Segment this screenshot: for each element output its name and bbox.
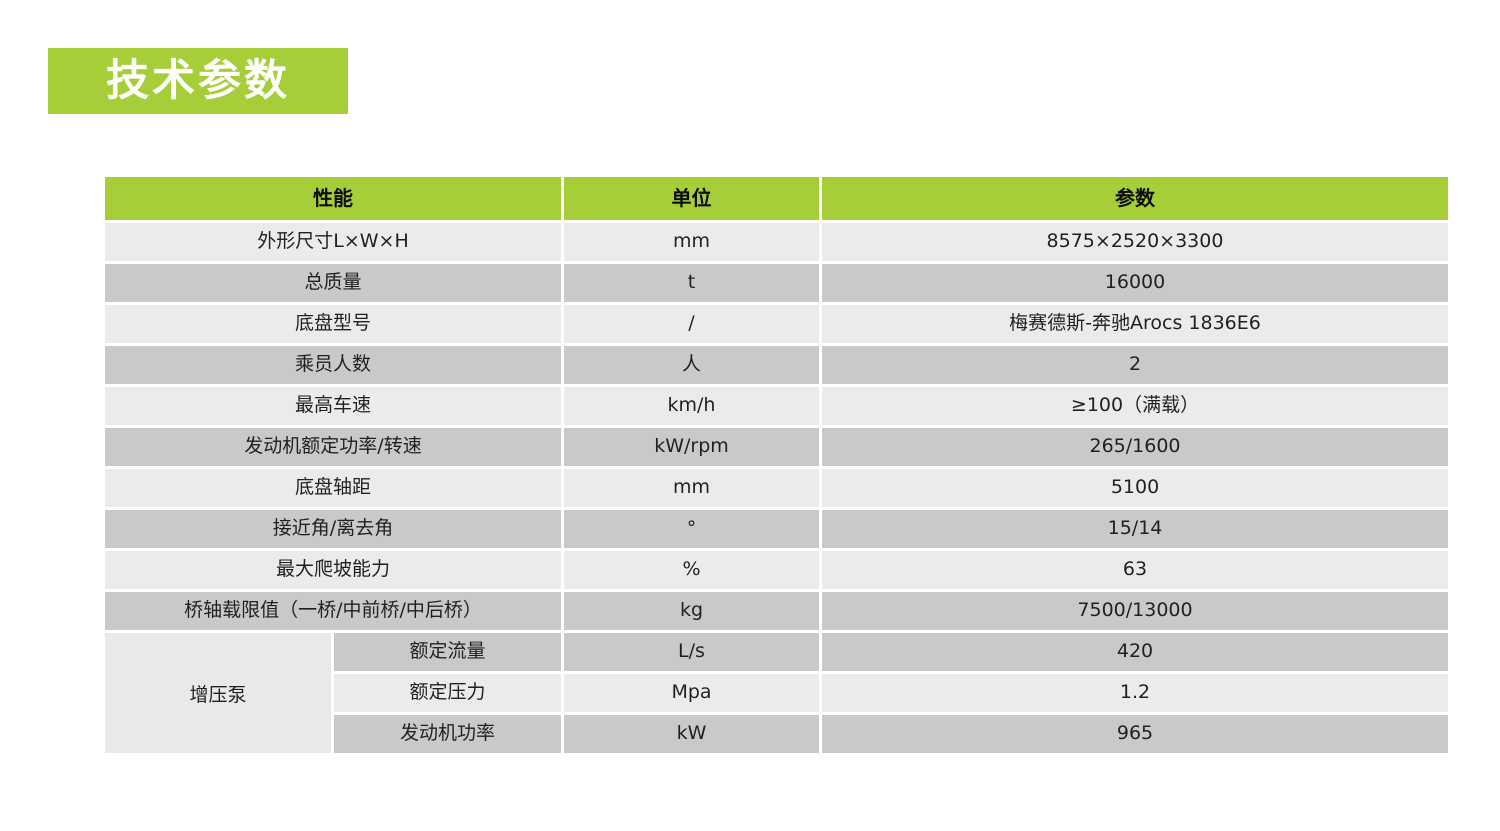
cell-performance: 发动机额定功率/转速 — [105, 428, 561, 466]
page-title: 技术参数 — [106, 55, 290, 106]
table-row: 外形尺寸L×W×H mm 8575×2520×3300 — [105, 223, 1448, 261]
cell-unit: L/s — [564, 633, 819, 671]
table-row: 乘员人数 人 2 — [105, 346, 1448, 384]
cell-performance: 乘员人数 — [105, 346, 561, 384]
table-row: 桥轴载限值（一桥/中前桥/中后桥） kg 7500/13000 — [105, 592, 1448, 630]
cell-parameter: 5100 — [822, 469, 1448, 507]
cell-unit: % — [564, 551, 819, 589]
table-row: 最高车速 km/h ≥100（满载） — [105, 387, 1448, 425]
group-label-booster-pump: 增压泵 — [105, 633, 331, 753]
table-row: 底盘型号 / 梅赛德斯-奔驰Arocs 1836E6 — [105, 305, 1448, 343]
cell-performance: 总质量 — [105, 264, 561, 302]
cell-performance: 底盘轴距 — [105, 469, 561, 507]
cell-performance: 接近角/离去角 — [105, 510, 561, 548]
table-row: 底盘轴距 mm 5100 — [105, 469, 1448, 507]
cell-parameter: 965 — [822, 715, 1448, 753]
cell-parameter: 1.2 — [822, 674, 1448, 712]
cell-unit: ° — [564, 510, 819, 548]
cell-performance: 外形尺寸L×W×H — [105, 223, 561, 261]
group-block-booster-pump: 增压泵 额定流量 L/s 420 额定压力 Mpa 1.2 发动机功率 kW 9… — [105, 633, 1448, 753]
cell-unit: kW/rpm — [564, 428, 819, 466]
cell-parameter: 63 — [822, 551, 1448, 589]
table-row: 额定压力 Mpa 1.2 — [334, 674, 1448, 712]
cell-unit: mm — [564, 223, 819, 261]
technical-specifications-table: 性能 单位 参数 外形尺寸L×W×H mm 8575×2520×3300 总质量… — [105, 177, 1448, 753]
cell-unit: / — [564, 305, 819, 343]
table-row: 发动机功率 kW 965 — [334, 715, 1448, 753]
table-row: 最大爬坡能力 % 63 — [105, 551, 1448, 589]
cell-parameter: 8575×2520×3300 — [822, 223, 1448, 261]
cell-parameter: 7500/13000 — [822, 592, 1448, 630]
cell-performance: 额定流量 — [334, 633, 561, 671]
cell-unit: 人 — [564, 346, 819, 384]
cell-parameter: 16000 — [822, 264, 1448, 302]
table-row: 总质量 t 16000 — [105, 264, 1448, 302]
cell-unit: mm — [564, 469, 819, 507]
page-title-banner: 技术参数 — [48, 48, 348, 114]
group-rows-booster-pump: 额定流量 L/s 420 额定压力 Mpa 1.2 发动机功率 kW 965 — [334, 633, 1448, 753]
table-row: 接近角/离去角 ° 15/14 — [105, 510, 1448, 548]
column-header-unit: 单位 — [564, 177, 819, 220]
cell-performance: 最高车速 — [105, 387, 561, 425]
cell-unit: kW — [564, 715, 819, 753]
column-header-parameter: 参数 — [822, 177, 1448, 220]
cell-unit: kg — [564, 592, 819, 630]
cell-performance: 额定压力 — [334, 674, 561, 712]
cell-unit: Mpa — [564, 674, 819, 712]
table-header-row: 性能 单位 参数 — [105, 177, 1448, 220]
cell-parameter: 265/1600 — [822, 428, 1448, 466]
table-row: 额定流量 L/s 420 — [334, 633, 1448, 671]
cell-performance: 发动机功率 — [334, 715, 561, 753]
cell-performance: 底盘型号 — [105, 305, 561, 343]
cell-performance: 最大爬坡能力 — [105, 551, 561, 589]
cell-parameter: ≥100（满载） — [822, 387, 1448, 425]
cell-parameter: 15/14 — [822, 510, 1448, 548]
cell-performance: 桥轴载限值（一桥/中前桥/中后桥） — [105, 592, 561, 630]
column-header-performance: 性能 — [105, 177, 561, 220]
cell-parameter: 420 — [822, 633, 1448, 671]
cell-parameter: 梅赛德斯-奔驰Arocs 1836E6 — [822, 305, 1448, 343]
cell-parameter: 2 — [822, 346, 1448, 384]
cell-unit: km/h — [564, 387, 819, 425]
cell-unit: t — [564, 264, 819, 302]
table-row: 发动机额定功率/转速 kW/rpm 265/1600 — [105, 428, 1448, 466]
